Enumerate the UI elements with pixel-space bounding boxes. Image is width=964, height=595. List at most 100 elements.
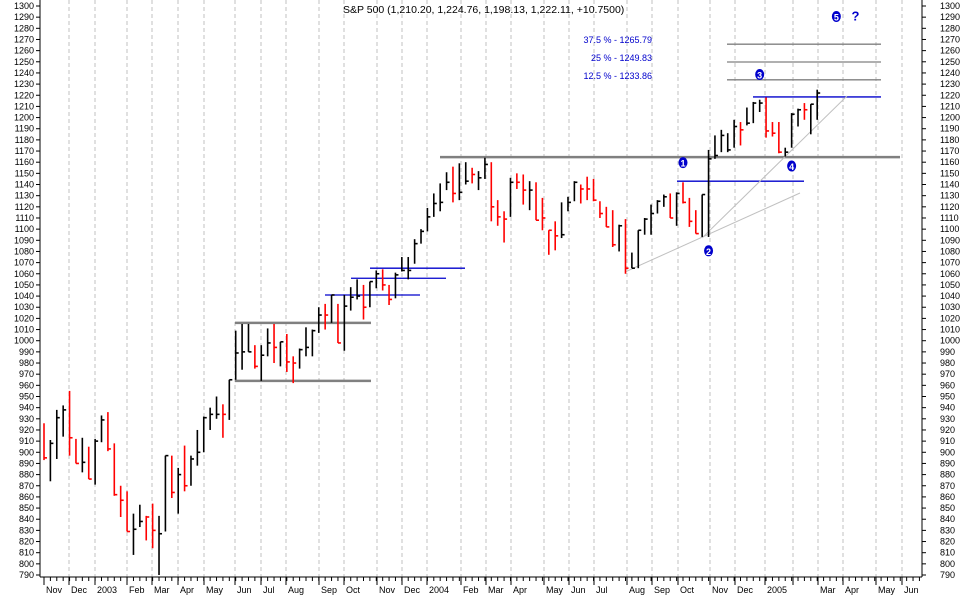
y-tick-label-left: 1000 bbox=[14, 336, 34, 346]
y-tick-label-right: 920 bbox=[940, 425, 955, 435]
x-tick-label: Feb bbox=[129, 585, 145, 595]
y-tick-label-left: 950 bbox=[19, 391, 34, 401]
y-tick-label-right: 930 bbox=[940, 414, 955, 424]
y-tick-label-left: 1060 bbox=[14, 269, 34, 279]
chart-title: S&P 500 (1,210.20, 1,224.76, 1,198.13, 1… bbox=[343, 4, 624, 16]
x-tick-label: Jun bbox=[237, 585, 252, 595]
y-tick-label-right: 1020 bbox=[940, 313, 960, 323]
grid-lines bbox=[68, 0, 903, 577]
x-tick-label: Nov bbox=[46, 585, 63, 595]
y-tick-label-left: 850 bbox=[19, 503, 34, 513]
y-tick-label-left: 1150 bbox=[15, 168, 34, 178]
y-tick-label-left: 1140 bbox=[15, 180, 34, 190]
x-tick-label: Jun bbox=[904, 585, 919, 595]
wave-label: 5 bbox=[834, 13, 839, 23]
y-tick-label-right: 1030 bbox=[940, 302, 960, 312]
x-tick-label: Oct bbox=[346, 585, 361, 595]
y-tick-label-right: 1240 bbox=[940, 68, 960, 78]
y-tick-label-right: 1010 bbox=[940, 325, 960, 335]
price-bars bbox=[43, 89, 821, 576]
y-tick-label-right: 880 bbox=[940, 470, 955, 480]
y-tick-label-right: 1260 bbox=[940, 46, 960, 56]
y-tick-label-right: 860 bbox=[940, 492, 955, 502]
y-tick-label-right: 1270 bbox=[940, 34, 960, 44]
y-tick-label-right: 1210 bbox=[940, 101, 960, 111]
x-tick-label: Dec bbox=[737, 585, 754, 595]
y-tick-label-right: 940 bbox=[940, 403, 955, 413]
y-tick-label-left: 1130 bbox=[15, 191, 34, 201]
x-tick-label: Jun bbox=[571, 585, 586, 595]
y-tick-label-right: 1120 bbox=[940, 202, 959, 212]
y-tick-label-right: 840 bbox=[940, 514, 955, 524]
y-tick-label-left: 880 bbox=[19, 470, 34, 480]
y-tick-label-right: 1080 bbox=[940, 246, 960, 256]
y-tick-label-right: 1110 bbox=[940, 213, 959, 223]
wave-label: 4 bbox=[789, 162, 794, 172]
x-tick-label: May bbox=[878, 585, 896, 595]
x-tick-label: Sep bbox=[654, 585, 670, 595]
x-tick-label: Jul bbox=[263, 585, 275, 595]
y-tick-label-left: 1100 bbox=[15, 224, 34, 234]
x-tick-label: Aug bbox=[288, 585, 304, 595]
y-tick-label-left: 990 bbox=[19, 347, 34, 357]
y-tick-label-left: 1170 bbox=[15, 146, 34, 156]
x-tick-label: Dec bbox=[404, 585, 421, 595]
y-tick-label-left: 790 bbox=[19, 570, 34, 580]
y-tick-label-left: 1050 bbox=[14, 280, 34, 290]
y-tick-label-left: 1080 bbox=[14, 246, 34, 256]
y-tick-label-left: 1190 bbox=[15, 124, 34, 134]
y-tick-label-right: 1180 bbox=[940, 135, 959, 145]
y-tick-label-right: 970 bbox=[940, 369, 955, 379]
wave-label-marker bbox=[755, 69, 765, 81]
y-tick-label-left: 910 bbox=[19, 436, 34, 446]
y-tick-label-left: 960 bbox=[19, 380, 34, 390]
x-tick-label: Sep bbox=[321, 585, 337, 595]
x-tick-label: 2004 bbox=[429, 585, 449, 595]
y-tick-label-left: 840 bbox=[19, 514, 34, 524]
x-tick-label: Oct bbox=[680, 585, 695, 595]
wave-label-marker bbox=[831, 11, 841, 23]
wave-label-marker bbox=[704, 245, 714, 257]
y-tick-label-left: 1280 bbox=[14, 23, 34, 33]
y-tick-label-right: 1220 bbox=[940, 90, 960, 100]
y-tick-label-left: 1120 bbox=[15, 202, 34, 212]
x-tick-label: Dec bbox=[71, 585, 88, 595]
y-tick-label-right: 900 bbox=[940, 447, 955, 457]
y-tick-label-right: 1230 bbox=[940, 79, 960, 89]
y-tick-label-left: 1240 bbox=[14, 68, 34, 78]
y-tick-label-left: 1030 bbox=[14, 302, 34, 312]
y-tick-label-left: 890 bbox=[19, 458, 34, 468]
y-tick-label-right: 1160 bbox=[940, 157, 959, 167]
x-tick-label: Mar bbox=[488, 585, 504, 595]
x-tick-label: Feb bbox=[463, 585, 479, 595]
wave-label-marker bbox=[787, 160, 797, 172]
x-tick-label: Jul bbox=[596, 585, 608, 595]
fib-target-label: 12.5 % - 1233.86 bbox=[583, 71, 652, 81]
x-tick-label: Apr bbox=[845, 585, 859, 595]
y-tick-label-left: 1070 bbox=[14, 258, 34, 268]
y-tick-label-right: 1250 bbox=[940, 57, 960, 67]
y-tick-label-right: 1050 bbox=[940, 280, 960, 290]
x-tick-label: May bbox=[206, 585, 224, 595]
y-tick-label-right: 1290 bbox=[940, 12, 960, 22]
y-tick-label-left: 1020 bbox=[14, 313, 34, 323]
y-tick-label-right: 1140 bbox=[940, 180, 959, 190]
fib-target-label: 25 % - 1249.83 bbox=[591, 53, 652, 63]
y-tick-label-right: 820 bbox=[940, 537, 955, 547]
y-tick-label-left: 980 bbox=[19, 358, 34, 368]
x-tick-label: May bbox=[546, 585, 564, 595]
y-tick-label-right: 870 bbox=[940, 481, 955, 491]
y-tick-label-left: 1260 bbox=[14, 46, 34, 56]
y-tick-label-right: 1200 bbox=[940, 113, 960, 123]
y-tick-label-left: 1040 bbox=[14, 291, 34, 301]
y-tick-label-right: 1280 bbox=[940, 23, 960, 33]
y-tick-label-left: 1090 bbox=[14, 235, 34, 245]
y-tick-label-left: 830 bbox=[19, 525, 34, 535]
y-tick-label-left: 920 bbox=[19, 425, 34, 435]
y-tick-label-left: 800 bbox=[19, 559, 34, 569]
y-tick-label-left: 1300 bbox=[14, 1, 34, 11]
y-tick-label-left: 900 bbox=[19, 447, 34, 457]
x-tick-label: Apr bbox=[180, 585, 194, 595]
x-tick-label: Mar bbox=[820, 585, 836, 595]
y-tick-label-right: 1100 bbox=[940, 224, 959, 234]
